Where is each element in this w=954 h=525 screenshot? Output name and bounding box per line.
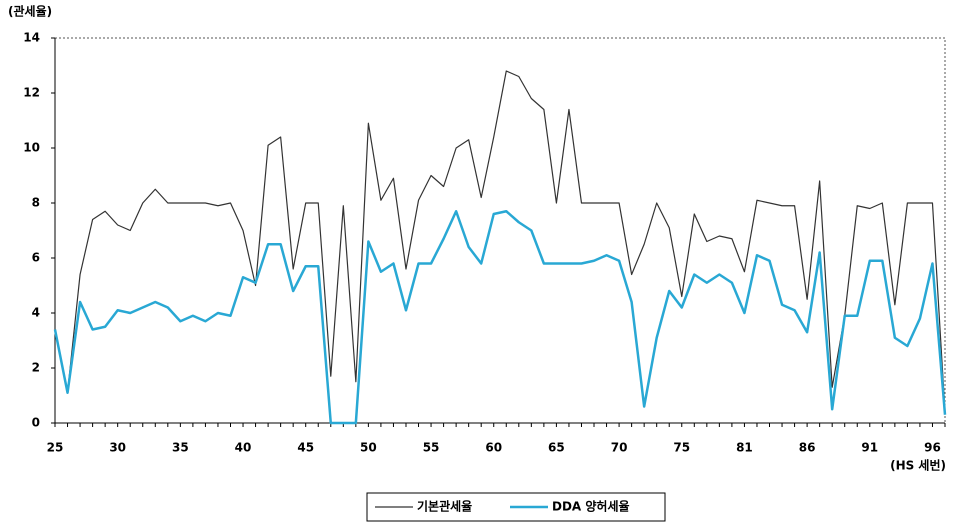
y-tick-label: 0 [32, 416, 40, 430]
x-tick-label: 96 [924, 441, 941, 455]
y-tick-label: 12 [23, 86, 40, 100]
y-axis-label: (관세율) [8, 4, 52, 19]
x-tick-label: 40 [235, 441, 252, 455]
y-tick-label: 14 [23, 31, 40, 45]
x-tick-label: 50 [360, 441, 377, 455]
x-tick-label: 81 [736, 441, 753, 455]
y-tick-label: 4 [32, 306, 40, 320]
y-tick-label: 2 [32, 361, 40, 375]
x-tick-label: 91 [861, 441, 878, 455]
x-tick-label: 45 [297, 441, 314, 455]
x-tick-label: 75 [673, 441, 690, 455]
plot-border [54, 37, 946, 424]
x-tick-label: 25 [47, 441, 64, 455]
x-tick-label: 30 [109, 441, 126, 455]
legend-label: 기본관세율 [417, 499, 472, 514]
x-tick-label: 55 [423, 441, 440, 455]
legend-label: DDA 양허세율 [552, 499, 630, 514]
y-tick-label: 8 [32, 196, 40, 210]
x-axis-label: (HS 세번) [890, 458, 946, 473]
series-line [54, 70, 946, 413]
x-tick-label: 35 [172, 441, 189, 455]
series-line [53, 210, 947, 425]
y-tick-label: 6 [32, 251, 40, 265]
x-tick-label: 70 [611, 441, 628, 455]
x-tick-label: 86 [799, 441, 816, 455]
y-tick-label: 10 [23, 141, 40, 155]
x-tick-label: 60 [485, 441, 502, 455]
x-tick-label: 65 [548, 441, 565, 455]
